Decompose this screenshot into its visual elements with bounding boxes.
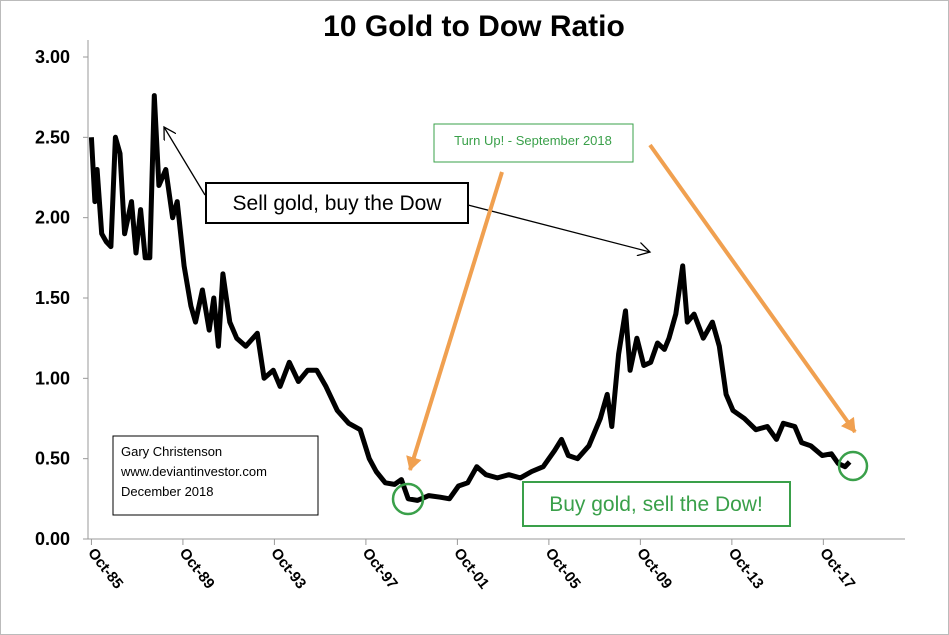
info-text: Gary Christenson [121, 444, 222, 459]
y-tick-label: 1.50 [35, 288, 70, 308]
info-text: December 2018 [121, 484, 214, 499]
highlight-circle [837, 450, 869, 482]
y-tick-label: 2.00 [35, 208, 70, 228]
annotation-box [522, 481, 791, 527]
y-tick-label: 2.50 [35, 127, 70, 147]
annotations: Sell gold, buy the Dow Turn Up! - Septem… [112, 123, 869, 527]
y-tick-label: 0.00 [35, 529, 70, 549]
highlight-circle [391, 482, 425, 516]
y-tick-label: 3.00 [35, 47, 70, 67]
chart-title: 10 Gold to Dow Ratio [323, 10, 625, 43]
arrow [406, 171, 504, 471]
info-box [112, 435, 319, 516]
y-tick-label: 1.00 [35, 368, 70, 388]
info-text: www.deviantinvestor.com [120, 464, 267, 479]
annotation-box [205, 182, 469, 224]
arrow [648, 143, 857, 434]
arrow [164, 127, 206, 196]
annotation: Turn Up! - September 2018 [454, 133, 612, 148]
annotation-box [433, 123, 634, 163]
annotation: Sell gold, buy the Dow [233, 192, 443, 215]
annotation: Buy gold, sell the Dow! [549, 493, 763, 516]
line [88, 93, 852, 503]
y-tick-label: 0.50 [35, 449, 70, 469]
arrow [467, 204, 650, 252]
